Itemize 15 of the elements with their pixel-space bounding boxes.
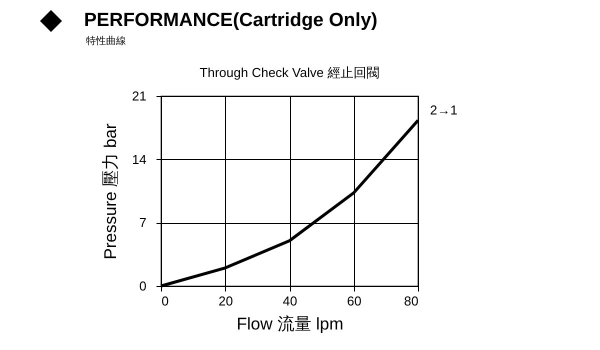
y-tick-label: 0: [139, 278, 146, 294]
x-tick-label: 40: [282, 294, 298, 308]
y-axis-title: Pressure 壓力 bar: [101, 123, 120, 260]
x-axis-title: Flow 流量 lpm: [236, 314, 344, 334]
x-tick-label: 60: [347, 294, 362, 308]
chart-title: PERFORMANCE(Cartridge Only): [84, 10, 378, 32]
x-tick-label: 20: [218, 294, 233, 308]
y-tick-label: 14: [132, 152, 146, 167]
y-tick-label: 21: [132, 88, 146, 104]
text: Through Check Valve 經止回閥: [200, 65, 380, 80]
x-tick-label: 80: [404, 294, 418, 308]
series-label: 2→1: [430, 102, 458, 118]
y-tick-label: 7: [139, 215, 146, 230]
x-tick-label: 0: [162, 294, 169, 308]
chart-subtitle: 特性曲線: [86, 34, 127, 48]
